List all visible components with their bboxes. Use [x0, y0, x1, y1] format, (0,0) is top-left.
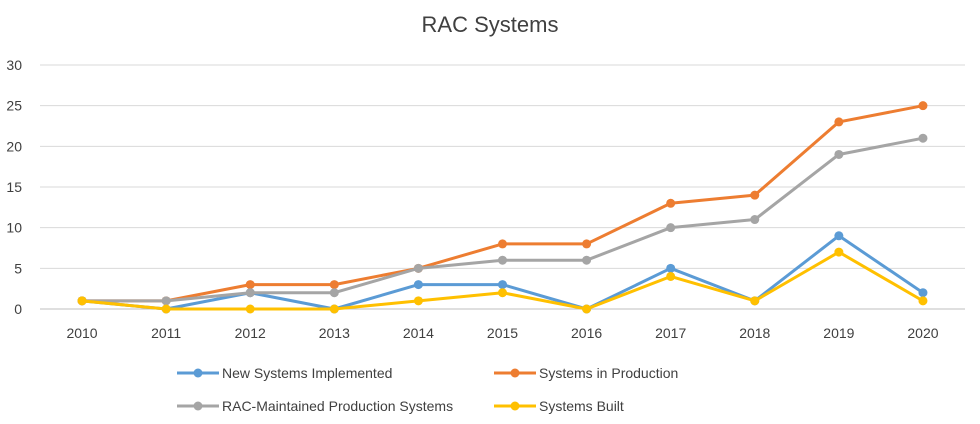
data-point	[498, 239, 507, 249]
legend-swatch-marker	[510, 368, 520, 378]
legend-item: Systems Built	[494, 398, 624, 414]
x-tick-label: 2011	[151, 325, 181, 341]
data-point	[834, 149, 844, 159]
data-point	[918, 296, 928, 306]
x-tick-label: 2020	[907, 325, 938, 341]
data-point	[245, 288, 255, 298]
y-tick-label: 30	[6, 57, 22, 73]
y-tick-label: 15	[6, 179, 22, 195]
data-point	[666, 198, 676, 208]
data-point	[666, 263, 676, 273]
legend-swatch-marker	[193, 401, 203, 411]
data-point	[161, 304, 171, 314]
legend-label: New Systems Implemented	[222, 365, 392, 381]
data-point	[582, 304, 592, 314]
data-point	[161, 296, 171, 306]
y-tick-label: 5	[14, 260, 22, 276]
data-point	[750, 190, 760, 200]
data-point	[750, 215, 760, 225]
x-tick-label: 2019	[823, 325, 854, 341]
series-group	[77, 101, 928, 314]
data-point	[413, 263, 423, 273]
legend-item: New Systems Implemented	[177, 365, 392, 381]
grid-lines	[40, 64, 965, 310]
x-tick-label: 2017	[655, 325, 686, 341]
data-point	[329, 304, 339, 314]
x-tick-label: 2018	[739, 325, 770, 341]
data-point	[245, 304, 255, 314]
data-point	[582, 255, 592, 265]
y-tick-label: 25	[6, 98, 22, 114]
series-3	[77, 247, 928, 314]
data-point	[329, 280, 339, 290]
data-point	[750, 296, 760, 306]
data-point	[413, 280, 423, 290]
legend-label: RAC-Maintained Production Systems	[222, 398, 453, 414]
data-point	[666, 223, 676, 233]
data-point	[834, 117, 844, 127]
series-2	[77, 133, 928, 306]
legend-label: Systems Built	[539, 398, 624, 414]
y-tick-label: 20	[6, 138, 22, 154]
x-tick-label: 2016	[571, 325, 602, 341]
x-tick-label: 2015	[487, 325, 518, 341]
x-tick-label: 2010	[66, 325, 97, 341]
data-point	[329, 288, 339, 298]
data-point	[918, 133, 928, 143]
data-point	[834, 231, 844, 241]
legend: New Systems Implemented Systems in Produc…	[177, 365, 678, 414]
chart-title: RAC Systems	[422, 12, 559, 37]
data-point	[582, 239, 592, 249]
x-tick-label: 2013	[319, 325, 350, 341]
data-point	[498, 255, 507, 265]
series-line	[80, 104, 925, 303]
legend-item: RAC-Maintained Production Systems	[177, 398, 453, 414]
y-tick-label: 0	[14, 301, 22, 317]
x-tick-label: 2012	[235, 325, 266, 341]
data-point	[834, 247, 844, 257]
x-tick-label: 2014	[403, 325, 434, 341]
legend-swatch-marker	[193, 368, 203, 378]
data-point	[413, 296, 423, 306]
y-axis-ticks: 0 5 10 15 20 25 30	[6, 57, 22, 317]
y-tick-label: 10	[6, 220, 22, 236]
legend-label: Systems in Production	[539, 365, 678, 381]
data-point	[918, 288, 928, 298]
legend-swatch-marker	[510, 401, 520, 411]
data-point	[918, 101, 928, 111]
data-point	[245, 280, 255, 290]
data-point	[77, 296, 87, 306]
data-point	[498, 288, 507, 298]
data-point	[498, 280, 507, 290]
x-axis-ticks: 2010 2011 2012 2013 2014 2015 2016 2017 2018 2019…	[66, 325, 938, 341]
legend-item: Systems in Production	[494, 365, 678, 381]
data-point	[666, 271, 676, 281]
